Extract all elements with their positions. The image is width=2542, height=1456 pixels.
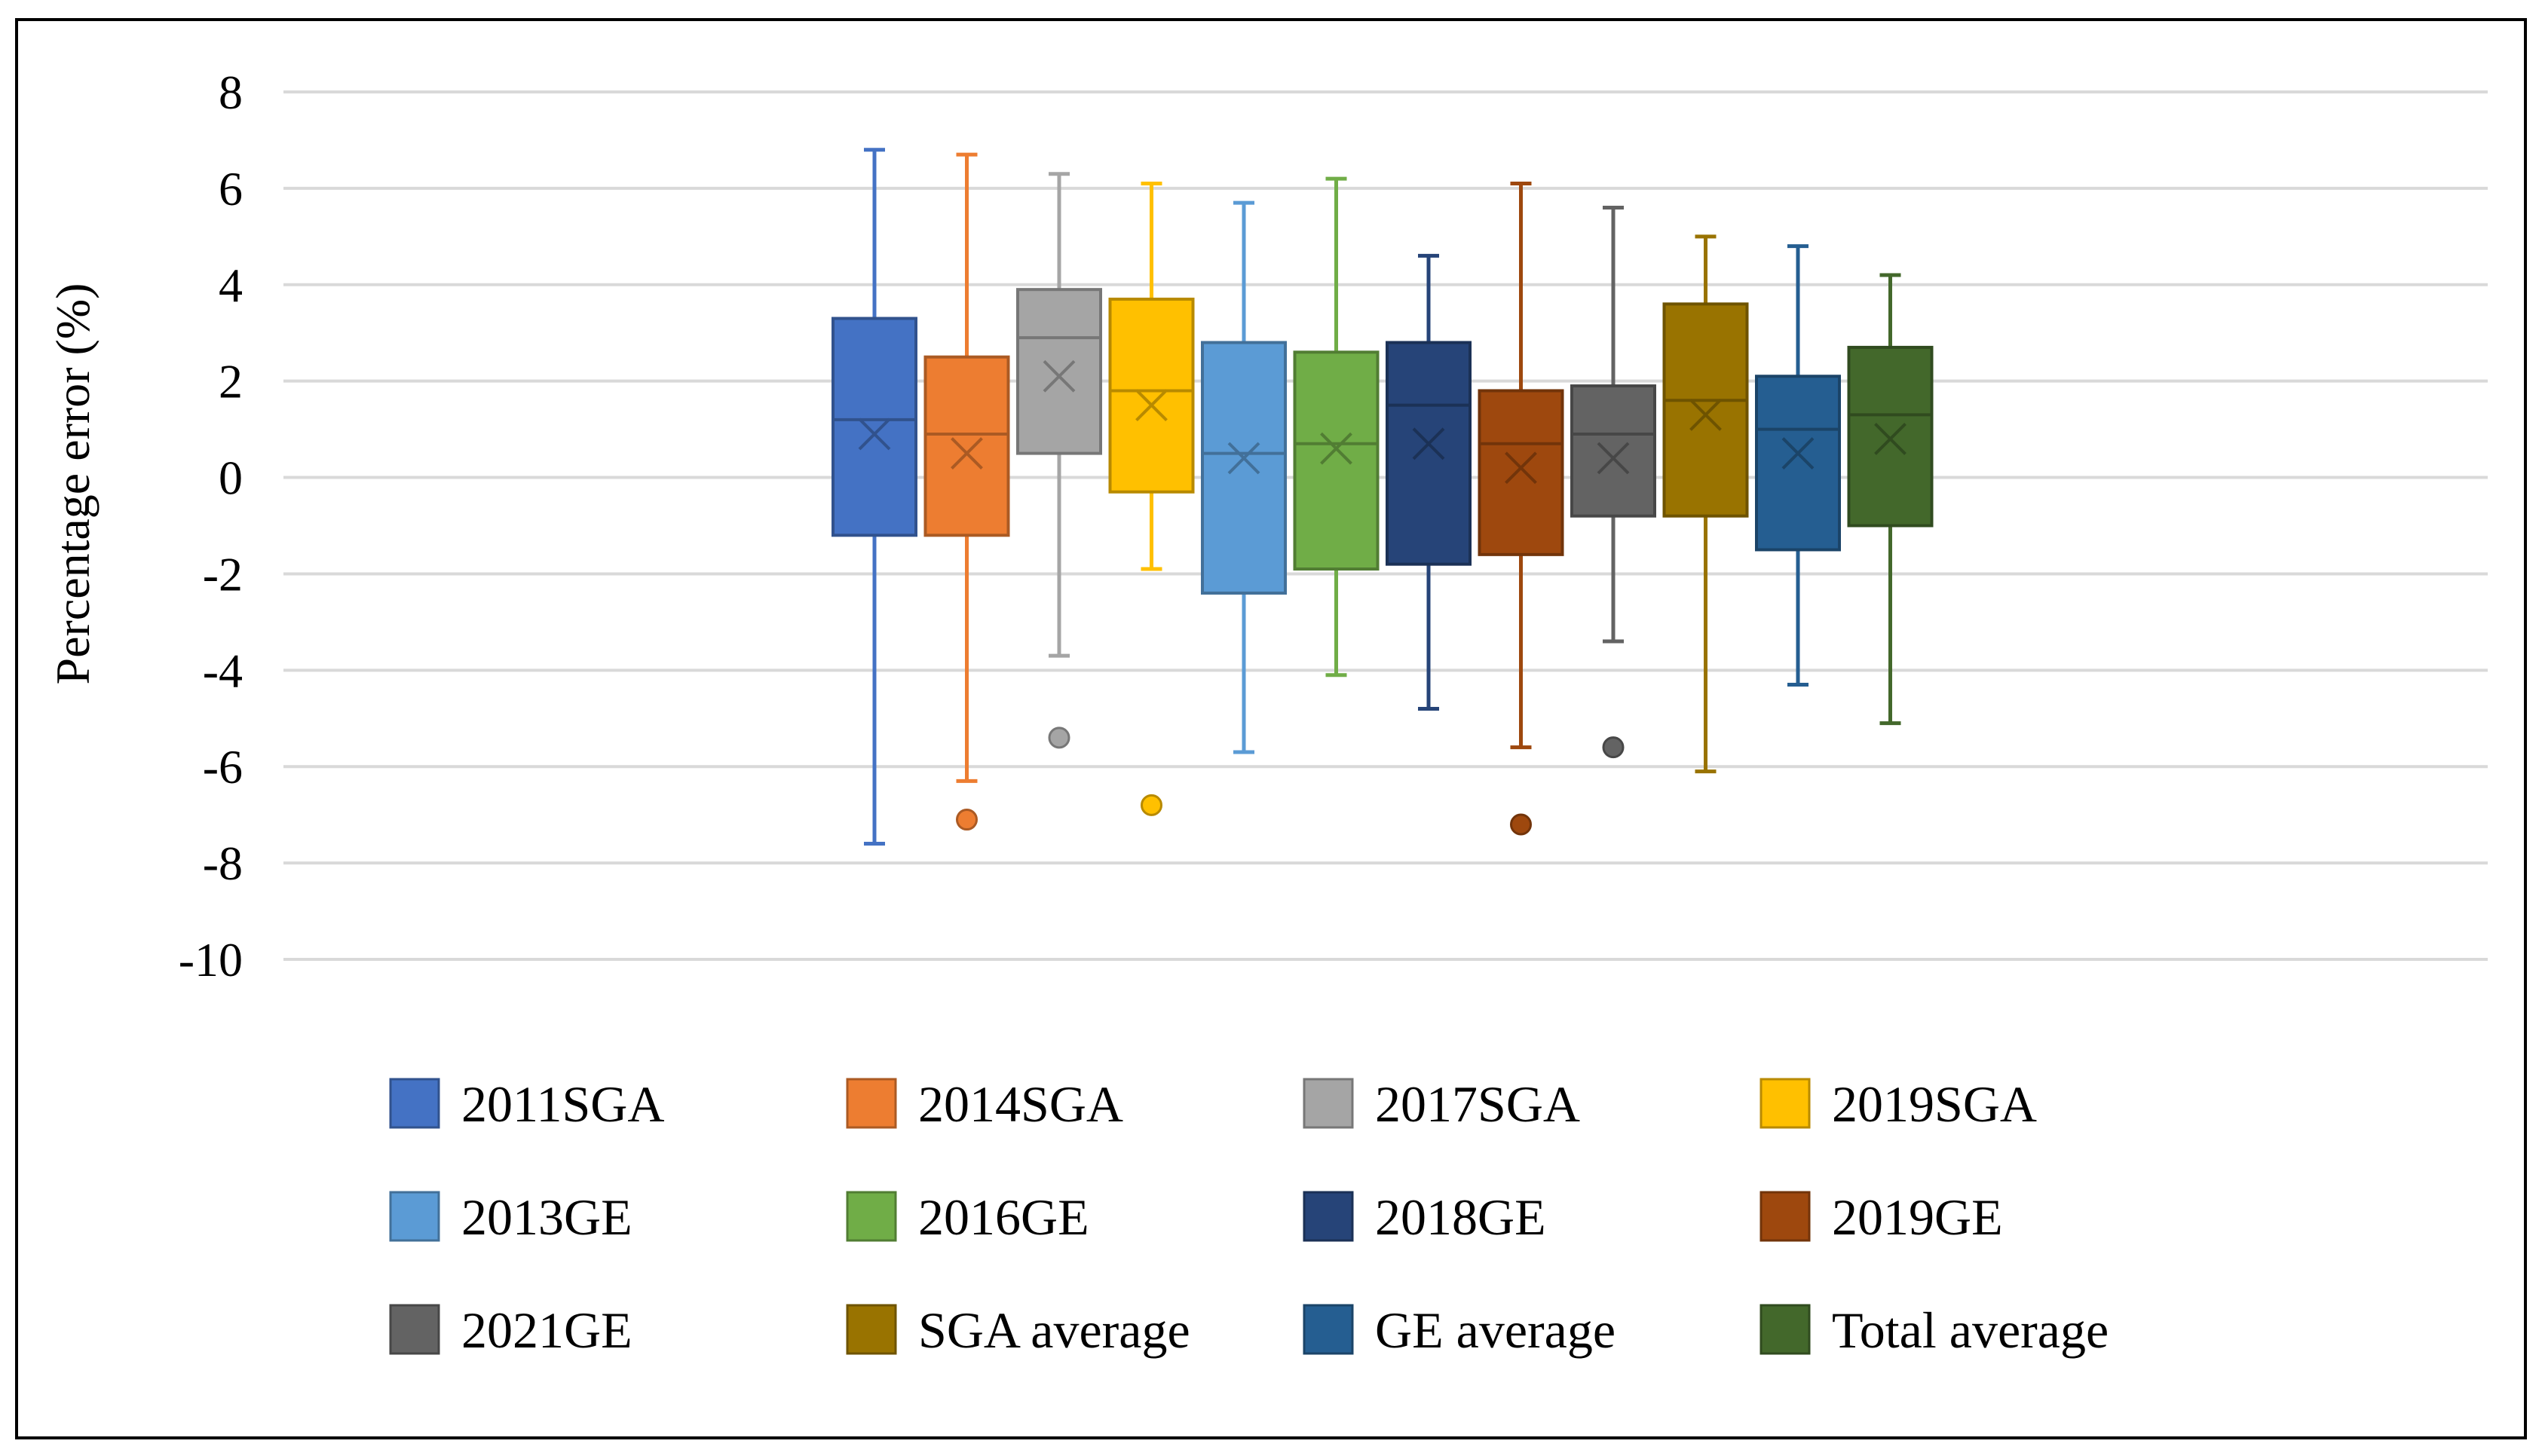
y-tick-label: -2 (203, 547, 243, 601)
box-2019sga (1108, 181, 1195, 816)
y-axis-title: Percentage error (%) (46, 283, 100, 685)
box-body (1570, 384, 1656, 518)
legend-label: 2014SGA (918, 1075, 1123, 1133)
box-2017sga (1016, 172, 1102, 749)
box-2018ge (1386, 253, 1472, 711)
mean-marker (1135, 389, 1168, 422)
legend-swatch (389, 1078, 440, 1129)
legend-item: SGA average (846, 1302, 1190, 1359)
box-sga-average (1662, 234, 1749, 774)
box-series (832, 148, 1934, 846)
y-tick-label: -4 (203, 644, 243, 697)
legend-label: 2019SGA (1832, 1075, 2037, 1133)
legend-swatch (389, 1191, 440, 1242)
legend-item: 2011SGA (389, 1075, 665, 1133)
outlier-point (1510, 813, 1532, 836)
legend-label: SGA average (918, 1302, 1190, 1359)
legend-label: 2018GE (1375, 1188, 1546, 1246)
legend-item: 2017SGA (1303, 1075, 1580, 1133)
legend-item: 2021GE (389, 1302, 632, 1359)
mean-marker (858, 418, 891, 451)
legend-swatch (1303, 1078, 1354, 1129)
mean-marker (1505, 451, 1537, 485)
y-tick-label: -10 (179, 933, 243, 986)
outlier-point (1602, 736, 1625, 759)
legend-label: 2021GE (461, 1302, 632, 1359)
box-body (1478, 389, 1564, 556)
box-2013ge (1201, 200, 1287, 754)
box-total-average (1847, 273, 1934, 726)
mean-marker (1412, 427, 1445, 460)
legend-label: 2016GE (918, 1188, 1089, 1246)
box-body (1201, 341, 1287, 595)
legend-item: 2019GE (1759, 1188, 2003, 1246)
legend-label: 2017SGA (1375, 1075, 1580, 1133)
box-body (1847, 345, 1934, 528)
box-body (832, 317, 917, 537)
legend: 2011SGA 2014SGA 2017SGA 2019SGA 2013GE 2016GE… (389, 1075, 2109, 1359)
y-axis-tick-labels: 8 6 4 2 0 -2 -4 -6 -8 -10 (179, 66, 243, 986)
mean-marker (1320, 432, 1352, 465)
y-tick-label: -8 (203, 837, 243, 890)
box-2021ge (1570, 205, 1656, 759)
box-body (1386, 341, 1472, 566)
legend-item: 2014SGA (846, 1075, 1123, 1133)
legend-label: Total average (1832, 1302, 2109, 1359)
mean-marker (1874, 422, 1906, 455)
mean-marker (1227, 442, 1260, 475)
legend-swatch (846, 1304, 897, 1355)
y-tick-label: -6 (203, 740, 243, 794)
legend-item: 2013GE (389, 1188, 632, 1246)
y-tick-label: 8 (219, 66, 243, 119)
outlier-point (1048, 726, 1070, 749)
box-2011sga (832, 148, 917, 846)
legend-label: 2019GE (1832, 1188, 2003, 1246)
y-tick-label: 0 (219, 451, 243, 505)
outlier-point (956, 809, 978, 831)
box-body (1755, 375, 1841, 552)
legend-item: 2016GE (846, 1188, 1089, 1246)
box-body (1108, 297, 1195, 494)
legend-item: GE average (1303, 1302, 1616, 1359)
legend-swatch (1303, 1191, 1354, 1242)
mean-marker (951, 437, 983, 470)
legend-swatch (389, 1304, 440, 1355)
y-tick-label: 6 (219, 162, 243, 216)
box-2016ge (1293, 176, 1380, 678)
legend-swatch (846, 1191, 897, 1242)
box-2014sga (923, 152, 1010, 831)
legend-label: GE average (1375, 1302, 1616, 1359)
legend-label: 2013GE (461, 1188, 632, 1246)
legend-item: Total average (1759, 1302, 2109, 1359)
legend-item: 2019SGA (1759, 1075, 2037, 1133)
legend-swatch (1759, 1078, 1811, 1129)
mean-marker (1781, 437, 1815, 470)
box-body (923, 355, 1010, 537)
box-ge-average (1755, 244, 1841, 687)
mean-marker (1043, 359, 1076, 393)
legend-swatch (846, 1078, 897, 1129)
outlier-point (1141, 794, 1162, 816)
legend-swatch (1759, 1304, 1811, 1355)
y-tick-label: 4 (219, 258, 243, 312)
legend-label: 2011SGA (461, 1075, 665, 1133)
mean-marker (1597, 442, 1630, 475)
mean-marker (1689, 399, 1722, 431)
legend-item: 2018GE (1303, 1188, 1546, 1246)
y-tick-label: 2 (219, 355, 243, 408)
box-body (1016, 288, 1102, 455)
box-body (1662, 302, 1749, 518)
legend-swatch (1759, 1191, 1811, 1242)
gridlines (283, 90, 2488, 961)
box-body (1293, 350, 1380, 571)
box-2019ge (1478, 181, 1564, 836)
legend-swatch (1303, 1304, 1354, 1355)
